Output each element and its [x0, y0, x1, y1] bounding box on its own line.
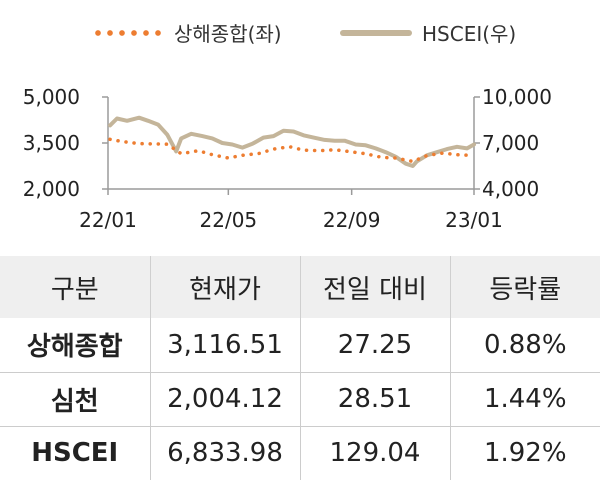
row-daily-change: 129.04: [299, 426, 450, 480]
row-change-rate: 0.88%: [449, 318, 600, 372]
x-tick-label: 22/01: [79, 208, 137, 232]
line-chart: 2,000 3,500 5,000 4,000 7,000 10,000 22/01 22/0…: [23, 85, 552, 232]
legend-label-shanghai: 상해종합(좌): [174, 22, 282, 46]
legend-item-shanghai: 상해종합(좌): [92, 18, 282, 47]
table-row: 상해종합 3,116.51 27.25 0.88%: [0, 318, 600, 372]
x-tick-label: 23/01: [445, 208, 503, 232]
index-table: 구분 현재가 전일 대비 등락률 상해종합 3,116.51 27.25 0.8…: [0, 256, 600, 480]
header-daily-change: 전일 대비: [299, 256, 450, 318]
row-change-rate: 1.92%: [449, 426, 600, 480]
y-right-tick-label: 4,000: [482, 177, 539, 201]
x-tick-label: 22/05: [200, 208, 258, 232]
row-current-price: 3,116.51: [149, 318, 300, 372]
row-current-price: 6,833.98: [149, 426, 300, 480]
row-name: 상해종합: [26, 332, 123, 363]
legend-solid-line-swatch: [340, 29, 412, 36]
legend-label-hscei: HSCEI(우): [422, 22, 517, 46]
y-left-tick-label: 3,500: [23, 131, 80, 155]
table-row: 심천 2,004.12 28.51 1.44%: [0, 372, 600, 426]
row-current-price: 2,004.12: [149, 372, 300, 426]
legend-item-hscei: HSCEI(우): [340, 18, 516, 47]
chart-legend: 상해종합(좌) HSCEI(우): [0, 18, 600, 48]
x-tick-label: 22/09: [323, 208, 381, 232]
header-change-rate: 등락률: [449, 256, 600, 318]
row-change-rate: 1.44%: [449, 372, 600, 426]
row-daily-change: 28.51: [299, 372, 450, 426]
y-left-tick-label: 5,000: [23, 85, 80, 109]
header-category: 구분: [50, 274, 99, 305]
row-daily-change: 27.25: [299, 318, 450, 372]
table-header-row: 구분 현재가 전일 대비 등락률: [0, 256, 600, 318]
y-left-tick-label: 2,000: [23, 177, 80, 201]
row-name: HSCEI: [31, 438, 119, 469]
y-right-tick-label: 10,000: [482, 85, 552, 109]
row-name: 심천: [50, 386, 99, 417]
header-current-price: 현재가: [149, 256, 300, 318]
series-hscei-line: [108, 115, 476, 168]
legend-dotted-line-swatch: [92, 29, 164, 36]
table-row: HSCEI 6,833.98 129.04 1.92%: [0, 426, 600, 480]
series-shanghai-line: [108, 137, 476, 164]
y-right-tick-label: 7,000: [482, 131, 539, 155]
